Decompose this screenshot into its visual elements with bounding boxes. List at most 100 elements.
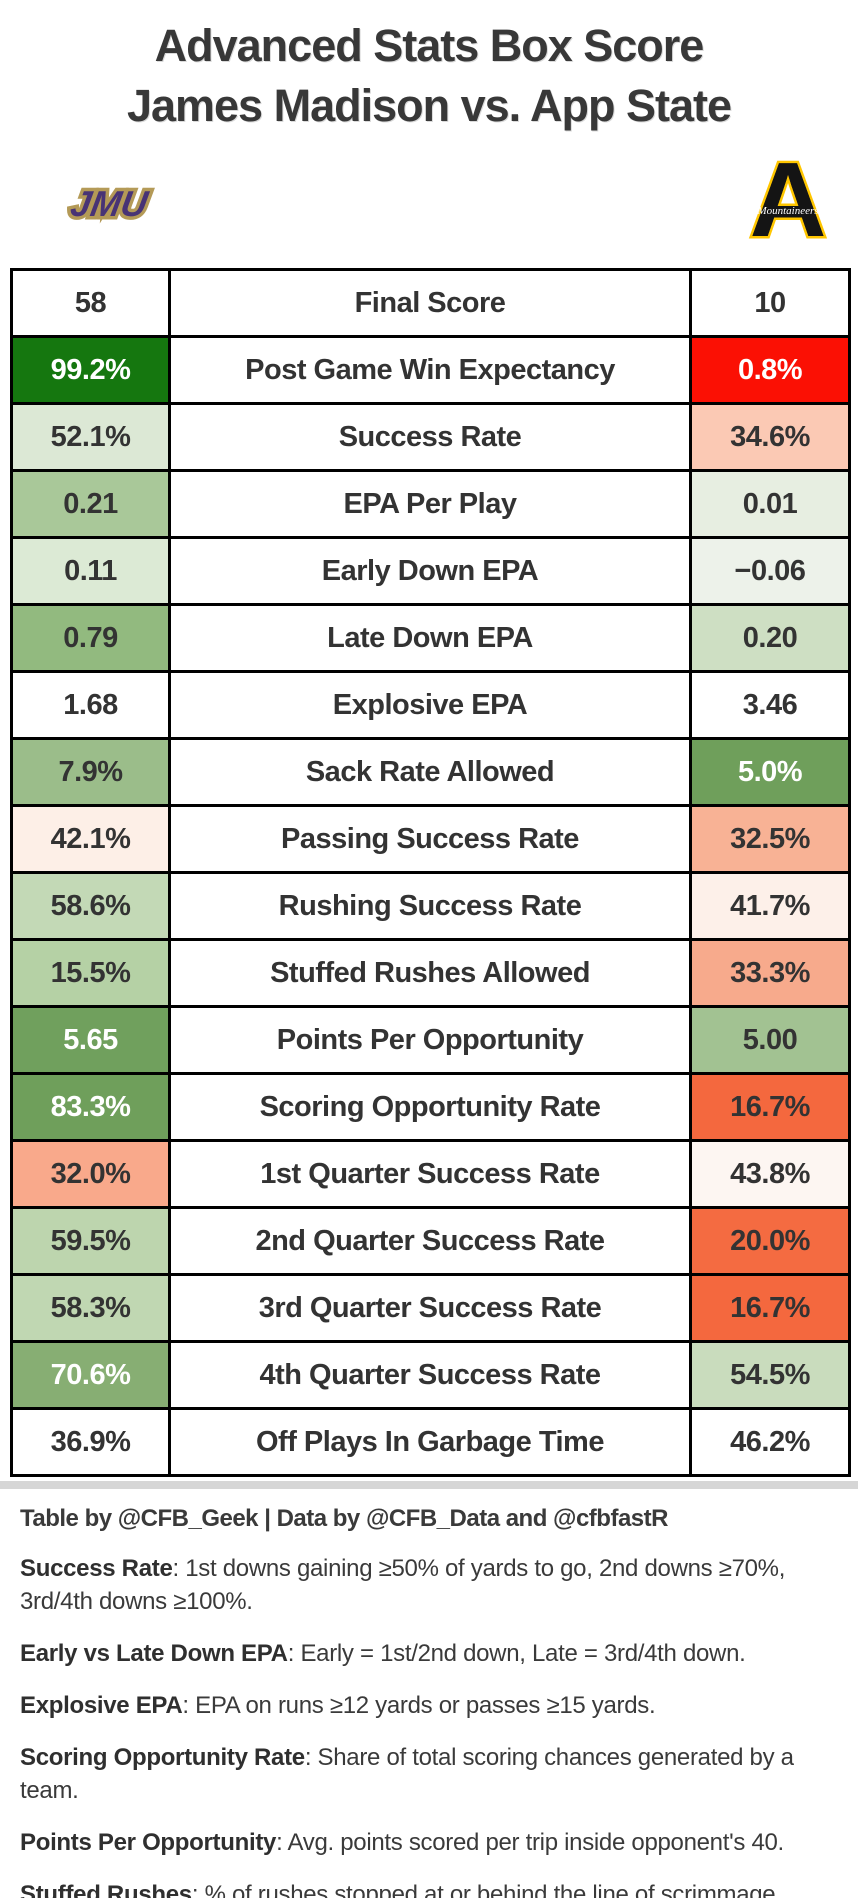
title-line-1: Advanced Stats Box Score <box>154 20 705 71</box>
jmu-value-cell: 0.11 <box>10 536 171 606</box>
note-text: : Avg. points scored per trip inside opp… <box>276 1829 784 1856</box>
metric-label-cell: Final Score <box>168 268 692 338</box>
note-term: Stuffed Rushes <box>20 1881 192 1898</box>
app-value-cell: 41.7% <box>689 871 851 941</box>
jmu-value-cell: 83.3% <box>10 1072 171 1142</box>
jmu-value-cell: 1.68 <box>10 670 171 740</box>
table-row: 70.6% 4th Quarter Success Rate 54.5% <box>10 1340 851 1410</box>
app-value-cell: 33.3% <box>689 938 851 1008</box>
page-title: Advanced Stats Box Score James Madison v… <box>0 16 858 136</box>
note-text: : Early = 1st/2nd down, Late = 3rd/4th d… <box>287 1640 746 1667</box>
app-value-cell: 16.7% <box>689 1072 851 1142</box>
jmu-value-cell: 59.5% <box>10 1206 171 1276</box>
metric-label-cell: Late Down EPA <box>168 603 692 673</box>
jmu-logo-text: JMU <box>68 183 152 224</box>
table-row: 0.11 Early Down EPA −0.06 <box>10 536 851 606</box>
stat-definition-note: Explosive EPA: EPA on runs ≥12 yards or … <box>20 1689 838 1722</box>
metric-label-cell: Early Down EPA <box>168 536 692 606</box>
app-value-cell: 20.0% <box>689 1206 851 1276</box>
metric-label-cell: Stuffed Rushes Allowed <box>168 938 692 1008</box>
jmu-value-cell: 0.79 <box>10 603 171 673</box>
jmu-value-cell: 58.6% <box>10 871 171 941</box>
jmu-value-cell: 42.1% <box>10 804 171 874</box>
note-text: : 1st downs gaining ≥50% of yards to go,… <box>20 1555 786 1615</box>
table-row: 42.1% Passing Success Rate 32.5% <box>10 804 851 874</box>
svg-text:A: A <box>750 141 827 252</box>
app-value-cell: 5.0% <box>689 737 851 807</box>
note-term: Success Rate <box>20 1555 173 1582</box>
stat-definition-note: Points Per Opportunity: Avg. points scor… <box>20 1826 838 1859</box>
table-row: 99.2% Post Game Win Expectancy 0.8% <box>10 335 851 405</box>
svg-text:JMU: JMU <box>68 183 152 224</box>
app-value-cell: 16.7% <box>689 1273 851 1343</box>
metric-label-cell: 3rd Quarter Success Rate <box>168 1273 692 1343</box>
app-value-cell: −0.06 <box>689 536 851 606</box>
stat-definition-note: Stuffed Rushes: % of rushes stopped at o… <box>20 1878 838 1898</box>
table-row: 0.21 EPA Per Play 0.01 <box>10 469 851 539</box>
notes-list: Success Rate: 1st downs gaining ≥50% of … <box>20 1552 838 1898</box>
team-logos-row: JMU JMU A A Mountaineers <box>0 139 858 262</box>
jmu-value-cell: 7.9% <box>10 737 171 807</box>
table-row: 15.5% Stuffed Rushes Allowed 33.3% <box>10 938 851 1008</box>
stats-table: 58 Final Score 10 99.2% Post Game Win Expect… <box>10 268 851 1477</box>
metric-label-cell: Post Game Win Expectancy <box>168 335 692 405</box>
app-value-cell: 0.20 <box>689 603 851 673</box>
metric-label-cell: 1st Quarter Success Rate <box>168 1139 692 1209</box>
stat-definition-note: Success Rate: 1st downs gaining ≥50% of … <box>20 1552 838 1618</box>
jmu-value-cell: 0.21 <box>10 469 171 539</box>
note-text: : Share of total scoring chances generat… <box>20 1744 794 1804</box>
app-value-cell: 46.2% <box>689 1407 851 1477</box>
app-state-logo-icon: A A Mountaineers <box>740 139 836 262</box>
jmu-value-cell: 52.1% <box>10 402 171 472</box>
note-term: Points Per Opportunity <box>20 1829 277 1856</box>
table-row: 32.0% 1st Quarter Success Rate 43.8% <box>10 1139 851 1209</box>
app-state-script: Mountaineers <box>756 205 818 217</box>
table-row: 36.9% Off Plays In Garbage Time 46.2% <box>10 1407 851 1477</box>
note-term: Explosive EPA <box>20 1692 183 1719</box>
table-row: 5.65 Points Per Opportunity 5.00 <box>10 1005 851 1075</box>
app-value-cell: 0.01 <box>689 469 851 539</box>
app-value-cell: 0.8% <box>689 335 851 405</box>
note-term: Scoring Opportunity Rate <box>20 1744 305 1771</box>
jmu-value-cell: 99.2% <box>10 335 171 405</box>
stat-definition-note: Early vs Late Down EPA: Early = 1st/2nd … <box>20 1637 838 1670</box>
metric-label-cell: Success Rate <box>168 402 692 472</box>
jmu-value-cell: 36.9% <box>10 1407 171 1477</box>
table-row: 58.3% 3rd Quarter Success Rate 16.7% <box>10 1273 851 1343</box>
jmu-value-cell: 32.0% <box>10 1139 171 1209</box>
metric-label-cell: Passing Success Rate <box>168 804 692 874</box>
metric-label-cell: 4th Quarter Success Rate <box>168 1340 692 1410</box>
credit-line: Table by @CFB_Geek | Data by @CFB_Data a… <box>20 1505 668 1532</box>
app-value-cell: 43.8% <box>689 1139 851 1209</box>
jmu-logo-icon: JMU JMU <box>42 176 174 233</box>
app-value-cell: 54.5% <box>689 1340 851 1410</box>
app-value-cell: 10 <box>689 268 851 338</box>
table-row: 58.6% Rushing Success Rate 41.7% <box>10 871 851 941</box>
metric-label-cell: Rushing Success Rate <box>168 871 692 941</box>
app-value-cell: 3.46 <box>689 670 851 740</box>
table-row: 52.1% Success Rate 34.6% <box>10 402 851 472</box>
note-term: Early vs Late Down EPA <box>20 1640 288 1667</box>
metric-label-cell: 2nd Quarter Success Rate <box>168 1206 692 1276</box>
metric-label-cell: Scoring Opportunity Rate <box>168 1072 692 1142</box>
footer-divider <box>0 1481 858 1489</box>
table-row: 83.3% Scoring Opportunity Rate 16.7% <box>10 1072 851 1142</box>
table-row: 1.68 Explosive EPA 3.46 <box>10 670 851 740</box>
app-state-letter: A <box>750 141 827 252</box>
app-value-cell: 32.5% <box>689 804 851 874</box>
table-row: 58 Final Score 10 <box>10 268 851 338</box>
jmu-value-cell: 70.6% <box>10 1340 171 1410</box>
title-line-2: James Madison vs. App State <box>126 80 732 131</box>
jmu-value-cell: 15.5% <box>10 938 171 1008</box>
footer: Table by @CFB_Geek | Data by @CFB_Data a… <box>0 1505 858 1898</box>
note-text: : % of rushes stopped at or behind the l… <box>191 1881 782 1898</box>
table-row: 7.9% Sack Rate Allowed 5.0% <box>10 737 851 807</box>
app-value-cell: 34.6% <box>689 402 851 472</box>
table-row: 0.79 Late Down EPA 0.20 <box>10 603 851 673</box>
metric-label-cell: Explosive EPA <box>168 670 692 740</box>
jmu-value-cell: 5.65 <box>10 1005 171 1075</box>
metric-label-cell: Sack Rate Allowed <box>168 737 692 807</box>
metric-label-cell: Points Per Opportunity <box>168 1005 692 1075</box>
note-text: : EPA on runs ≥12 yards or passes ≥15 ya… <box>182 1692 656 1719</box>
app-value-cell: 5.00 <box>689 1005 851 1075</box>
